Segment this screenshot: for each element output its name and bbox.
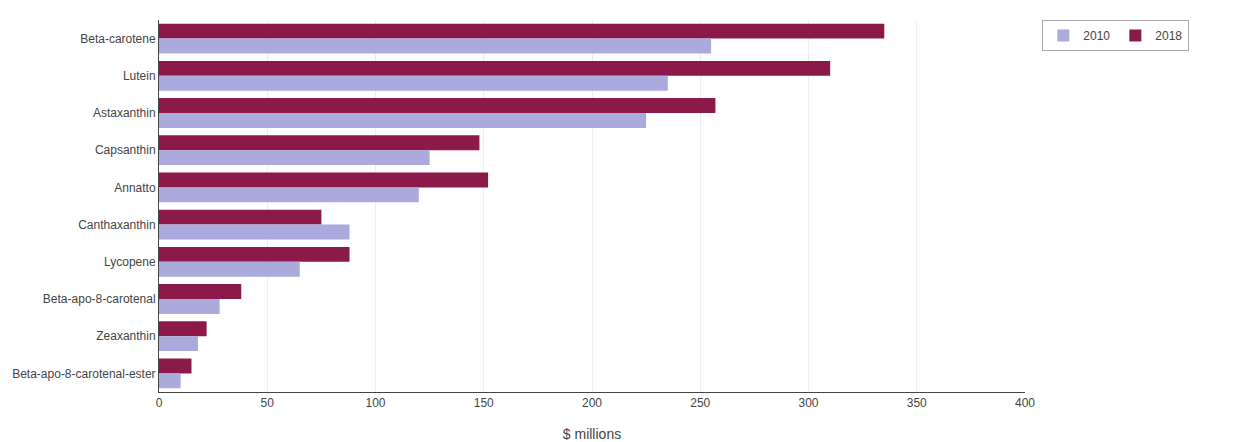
svg-text:Canthaxanthin: Canthaxanthin xyxy=(78,218,155,232)
svg-text:Beta-apo-8-carotenal: Beta-apo-8-carotenal xyxy=(43,292,156,306)
svg-text:50: 50 xyxy=(261,396,275,410)
svg-text:200: 200 xyxy=(582,396,602,410)
svg-text:2018: 2018 xyxy=(1155,29,1182,43)
svg-text:2010: 2010 xyxy=(1083,29,1110,43)
svg-text:Lycopene: Lycopene xyxy=(104,255,156,269)
svg-text:Annatto: Annatto xyxy=(114,181,156,195)
svg-text:350: 350 xyxy=(907,396,927,410)
svg-text:250: 250 xyxy=(690,396,710,410)
svg-text:400: 400 xyxy=(1015,396,1035,410)
svg-text:150: 150 xyxy=(474,396,494,410)
svg-text:Astaxanthin: Astaxanthin xyxy=(93,106,156,120)
svg-text:$ millions: $ millions xyxy=(563,426,621,442)
svg-text:Lutein: Lutein xyxy=(123,69,156,83)
svg-text:Zeaxanthin: Zeaxanthin xyxy=(96,329,155,343)
svg-text:Beta-carotene: Beta-carotene xyxy=(80,32,156,46)
svg-text:Beta-apo-8-carotenal-ester: Beta-apo-8-carotenal-ester xyxy=(12,367,155,381)
svg-text:300: 300 xyxy=(798,396,818,410)
svg-text:Capsanthin: Capsanthin xyxy=(95,143,156,157)
svg-text:100: 100 xyxy=(365,396,385,410)
svg-text:0: 0 xyxy=(156,396,163,410)
